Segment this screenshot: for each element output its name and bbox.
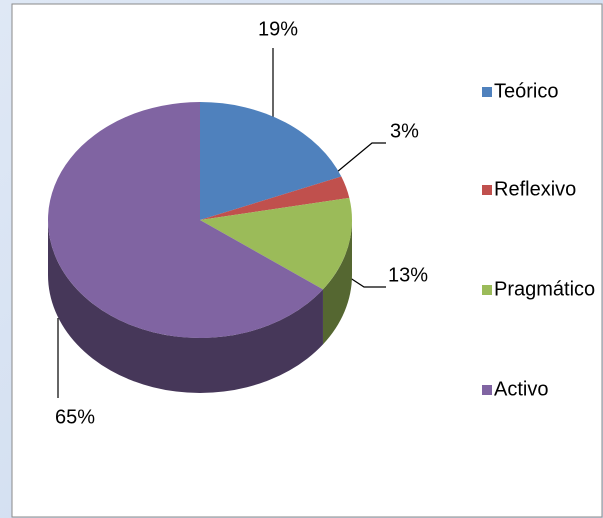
pie-slice (47, 102, 323, 339)
legend-label: Activo (494, 378, 548, 400)
pie-slice-side (322, 220, 352, 345)
legend-label: Teórico (494, 80, 558, 102)
data-label: 19% (258, 18, 298, 40)
legend-label: Reflexivo (494, 178, 576, 200)
legend-swatch (482, 185, 492, 195)
legend-swatch (482, 87, 492, 97)
legend-swatch (482, 285, 492, 295)
pie-slice (200, 197, 352, 290)
legend-label: Pragmático (494, 278, 595, 300)
pie-slice (200, 176, 350, 220)
data-label: 3% (390, 120, 419, 142)
leader-line (336, 142, 386, 173)
data-label: 13% (388, 264, 428, 286)
legend-swatch (482, 385, 492, 395)
pie-slice-side (48, 220, 323, 393)
data-label: 65% (55, 406, 95, 428)
pie-slice (200, 102, 342, 220)
